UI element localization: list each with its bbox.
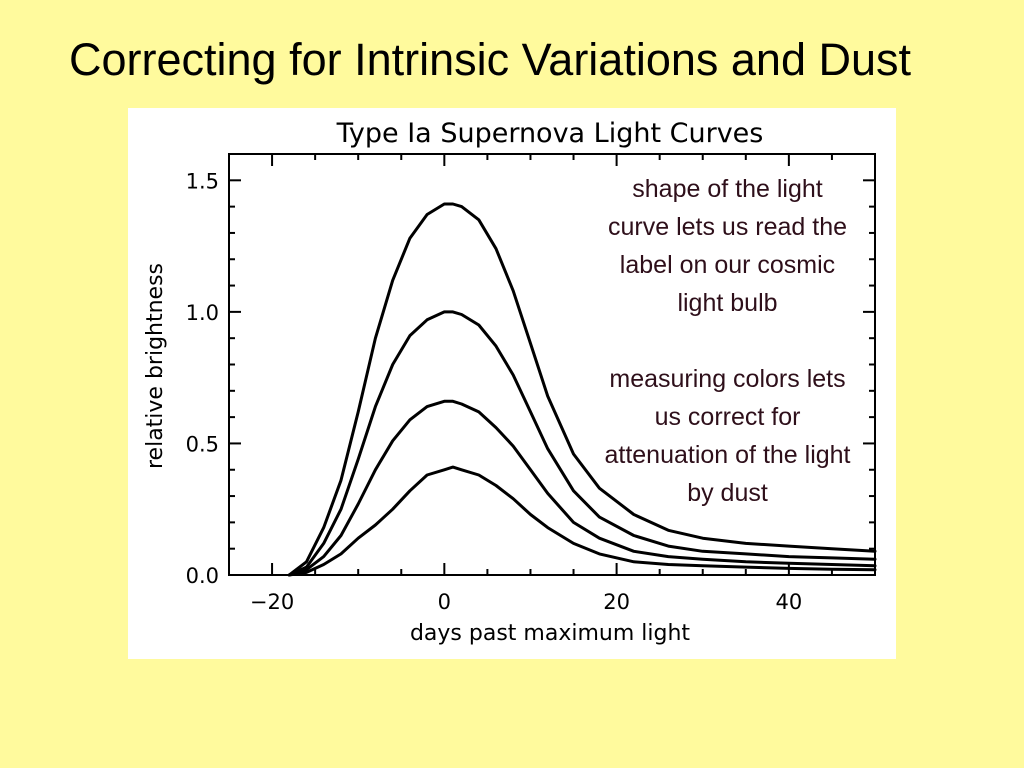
y-axis-label: relative brightness [143, 263, 168, 469]
y-tick-label: 0.0 [186, 564, 219, 588]
curve-group [287, 202, 877, 577]
y-tick-label: 0.5 [186, 432, 219, 456]
x-tick-label: −20 [250, 590, 294, 614]
y-tick-label: 1.0 [186, 301, 219, 325]
axis-ticks: −20 0 20 40 0.0 0.5 1.0 1.5 [186, 154, 876, 614]
light-curve-2 [287, 310, 877, 577]
shape-note: shape of the light curve lets us read th… [607, 175, 847, 317]
slide-title: Correcting for Intrinsic Variations and … [68, 34, 911, 85]
annotation-text: shape of the light curve lets us read th… [600, 170, 855, 512]
x-tick-label: 0 [438, 590, 451, 614]
x-tick-label: 20 [603, 590, 630, 614]
color-note: measuring colors lets us correct for att… [604, 365, 851, 507]
light-curve-chart: Type Ia Supernova Light Curves −20 0 20 40 0… [143, 118, 877, 646]
light-curve-1 [287, 202, 877, 577]
light-curve-3 [287, 399, 877, 577]
x-axis-label: days past maximum light [410, 621, 690, 646]
chart-title: Type Ia Supernova Light Curves [336, 118, 764, 149]
chart-panel: Type Ia Supernova Light Curves −20 0 20 40 0… [128, 108, 896, 659]
x-tick-label: 40 [775, 590, 802, 614]
light-curve-4 [287, 465, 877, 577]
y-tick-label: 1.5 [186, 169, 219, 193]
